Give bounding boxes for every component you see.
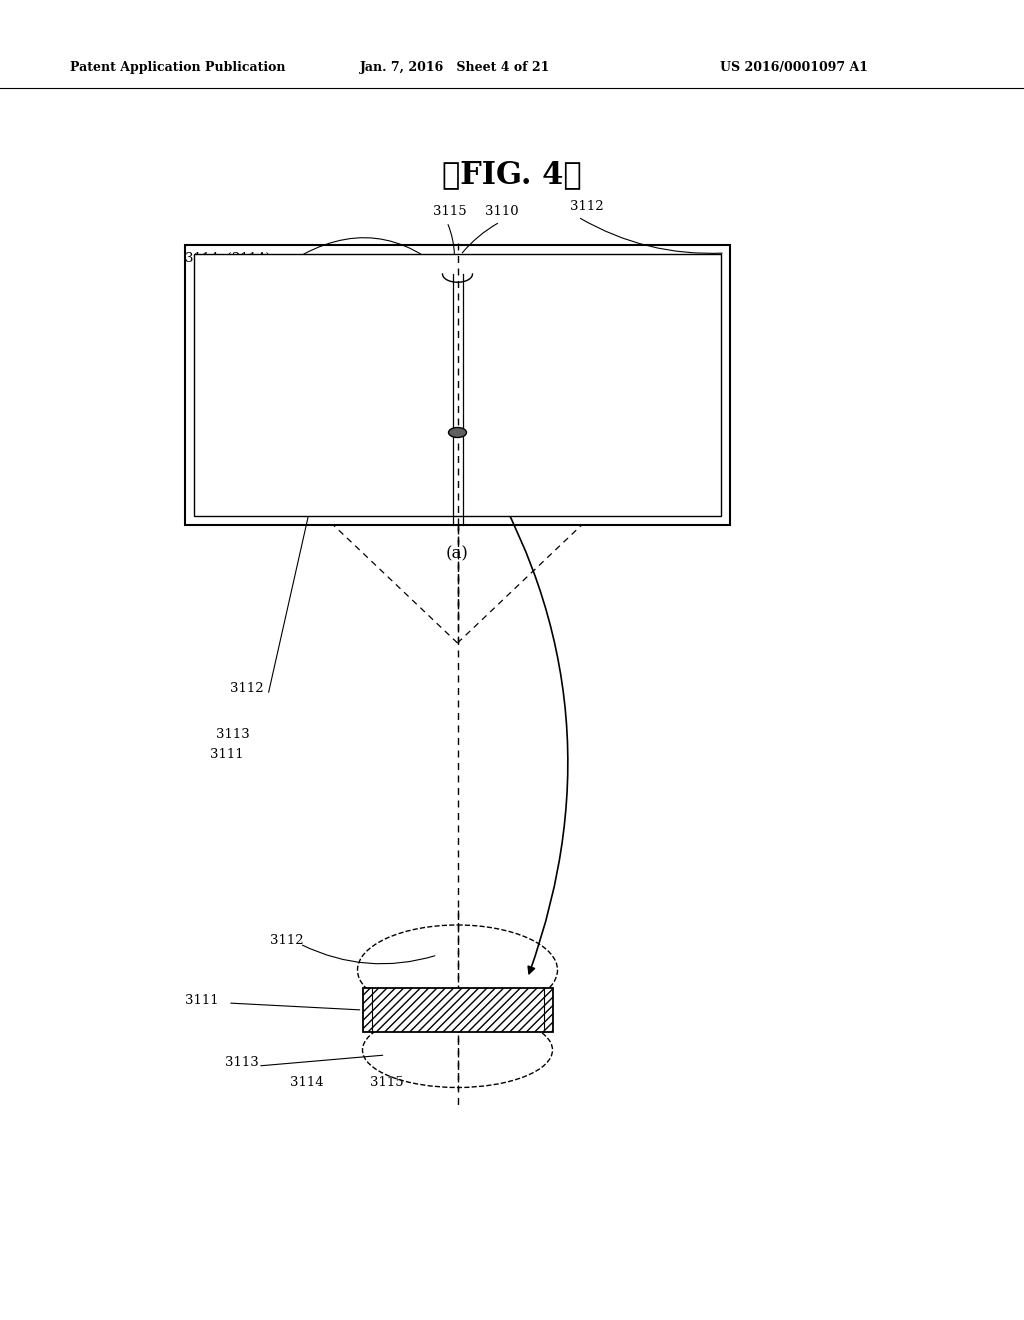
Text: (b): (b): [522, 442, 546, 459]
Text: 3114: 3114: [290, 1076, 324, 1089]
Text: 3112: 3112: [230, 681, 263, 694]
Text: 3114: 3114: [379, 421, 413, 434]
Ellipse shape: [449, 428, 467, 437]
Text: Jan. 7, 2016   Sheet 4 of 21: Jan. 7, 2016 Sheet 4 of 21: [360, 62, 550, 74]
Text: 3113: 3113: [216, 729, 250, 742]
Text: 3113: 3113: [225, 1056, 259, 1069]
Bar: [362, 987, 553, 1032]
Text: 3112: 3112: [570, 201, 603, 213]
Text: 3114a(3114): 3114a(3114): [185, 252, 270, 264]
Text: US 2016/0001097 A1: US 2016/0001097 A1: [720, 62, 868, 74]
Bar: [362, 987, 553, 1032]
Text: 【FIG. 4】: 【FIG. 4】: [442, 160, 582, 190]
Bar: [194, 253, 721, 516]
Text: (a): (a): [446, 545, 469, 562]
Text: 3110: 3110: [485, 205, 518, 218]
Text: 3111: 3111: [185, 994, 219, 1006]
Polygon shape: [298, 420, 617, 508]
Text: Patent Application Publication: Patent Application Publication: [70, 62, 286, 74]
Text: 3111: 3111: [210, 748, 244, 762]
Text: 3112: 3112: [270, 933, 304, 946]
Text: 3115: 3115: [461, 421, 495, 434]
Text: 3115: 3115: [433, 205, 467, 218]
Bar: [185, 246, 730, 525]
Text: 3115: 3115: [370, 1076, 403, 1089]
